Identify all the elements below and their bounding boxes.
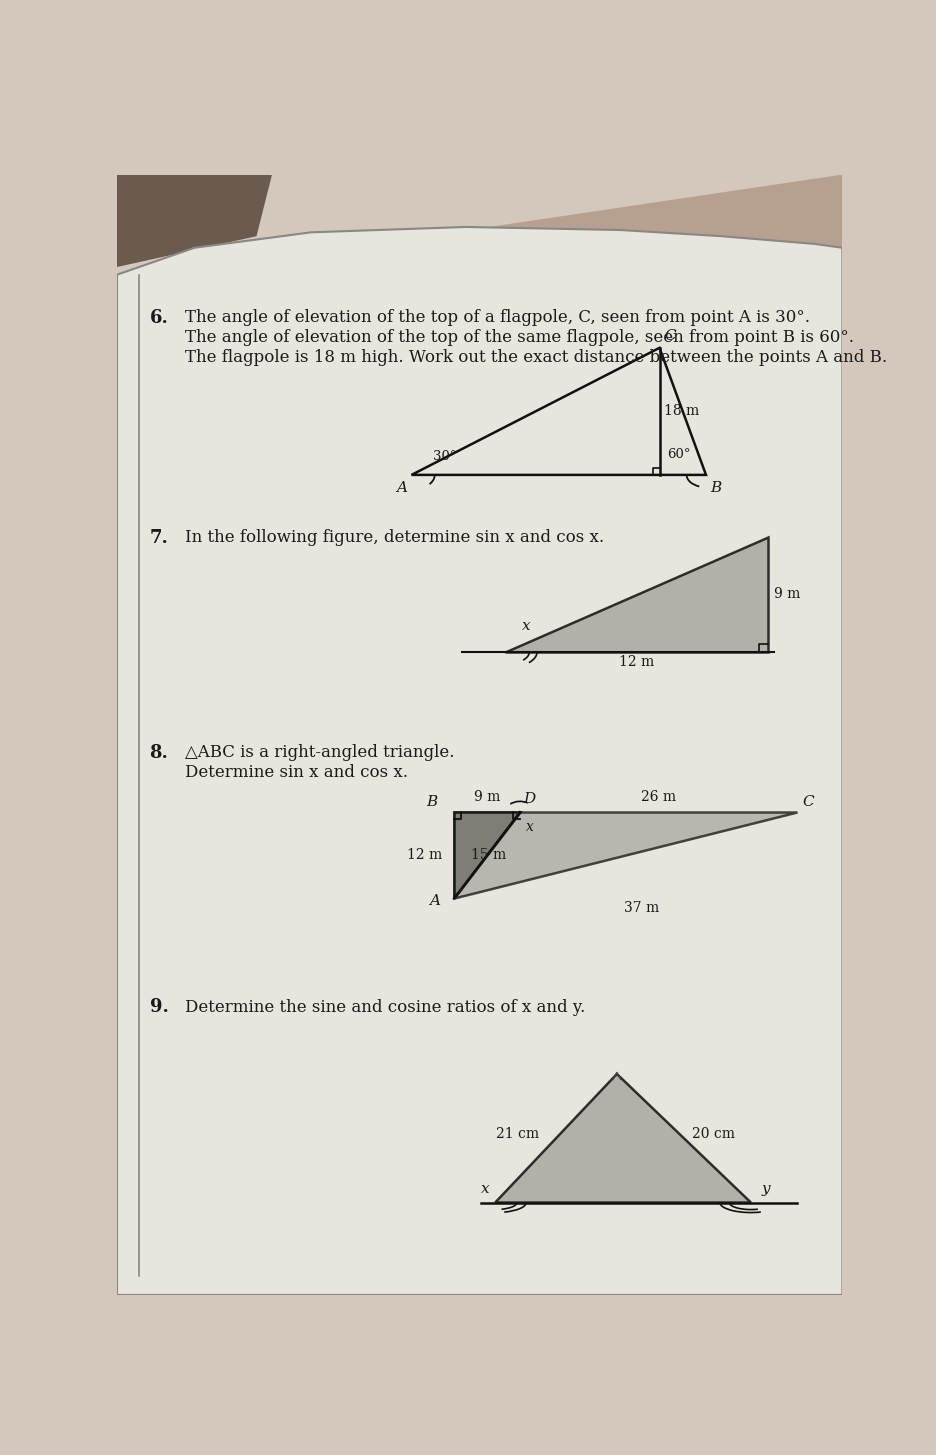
Polygon shape	[454, 812, 520, 898]
Polygon shape	[495, 1074, 751, 1202]
Text: 18 m: 18 m	[665, 404, 699, 419]
Text: Determine sin x and cos x.: Determine sin x and cos x.	[185, 764, 408, 781]
Text: B: B	[426, 794, 437, 809]
Text: 37 m: 37 m	[623, 901, 659, 915]
Text: 9 m: 9 m	[474, 790, 500, 805]
Text: Determine the sine and cosine ratios of x and y.: Determine the sine and cosine ratios of …	[185, 998, 585, 1016]
Text: 20 cm: 20 cm	[692, 1128, 735, 1141]
Text: The flagpole is 18 m high. Work out the exact distance between the points A and : The flagpole is 18 m high. Work out the …	[185, 349, 887, 367]
Text: 9.: 9.	[150, 998, 168, 1017]
Text: 8.: 8.	[150, 745, 168, 762]
Text: C: C	[802, 794, 813, 809]
Text: D: D	[523, 792, 535, 806]
Text: x: x	[521, 620, 530, 633]
Text: 15 m: 15 m	[471, 848, 506, 863]
Text: 26 m: 26 m	[641, 790, 677, 805]
Text: 9 m: 9 m	[774, 588, 800, 601]
Polygon shape	[454, 812, 797, 898]
Polygon shape	[427, 175, 842, 329]
Polygon shape	[505, 537, 768, 652]
Text: 60°: 60°	[667, 448, 691, 461]
Text: 30°: 30°	[433, 450, 457, 463]
Text: The angle of elevation of the top of the same flagpole, seen from point B is 60°: The angle of elevation of the top of the…	[185, 329, 855, 346]
Text: 6.: 6.	[150, 310, 168, 327]
Text: x: x	[526, 819, 534, 834]
Text: In the following figure, determine sin x and cos x.: In the following figure, determine sin x…	[185, 528, 605, 546]
Text: x: x	[481, 1183, 490, 1196]
Text: B: B	[710, 482, 722, 495]
Text: △ABC is a right-angled triangle.: △ABC is a right-angled triangle.	[185, 745, 455, 761]
Text: A: A	[396, 482, 407, 495]
Text: C: C	[665, 329, 676, 343]
Text: The angle of elevation of the top of a flagpole, C, seen from point A is 30°.: The angle of elevation of the top of a f…	[185, 310, 811, 326]
Text: 12 m: 12 m	[619, 655, 654, 669]
Text: A: A	[430, 893, 440, 908]
Polygon shape	[117, 227, 842, 1295]
Text: 12 m: 12 m	[407, 848, 443, 863]
Text: y: y	[762, 1183, 770, 1196]
Polygon shape	[117, 175, 272, 268]
Text: 21 cm: 21 cm	[496, 1128, 539, 1141]
Text: 7.: 7.	[150, 528, 168, 547]
